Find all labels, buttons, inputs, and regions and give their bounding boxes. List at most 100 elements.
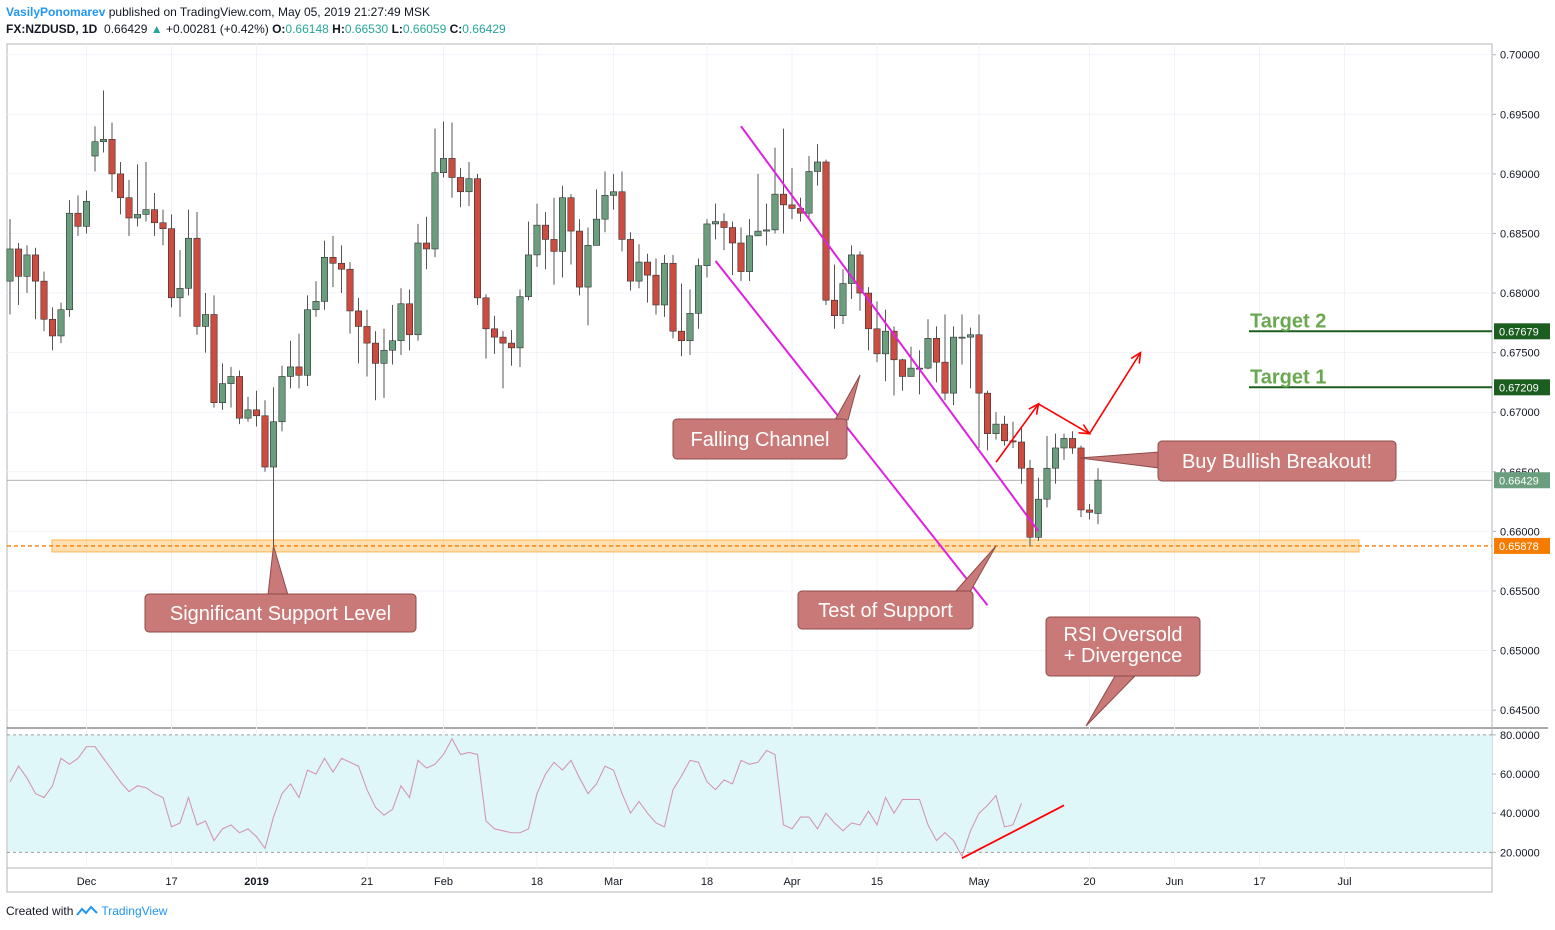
channel-lower-line xyxy=(714,260,989,606)
publish-info: published on TradingView.com, May 05, 20… xyxy=(108,5,431,19)
candle-up xyxy=(524,254,532,297)
candle-down xyxy=(898,359,906,377)
candle-up xyxy=(185,237,193,289)
x-tick-label: 2019 xyxy=(244,876,268,888)
candle-down xyxy=(541,224,549,240)
candle-up xyxy=(1052,447,1060,469)
candle-up xyxy=(66,212,74,311)
x-tick-label: May xyxy=(969,876,990,888)
callout-box xyxy=(1045,616,1201,677)
candle-up xyxy=(805,171,813,214)
candle-up xyxy=(176,287,184,299)
candle-up xyxy=(91,141,99,157)
y-tick-label: 0.70000 xyxy=(1500,50,1540,62)
candle-up xyxy=(100,139,108,143)
support-price-label: 0.65878 xyxy=(1499,541,1539,553)
x-tick-label: Feb xyxy=(434,876,453,888)
candle-up xyxy=(388,340,396,351)
candle-down xyxy=(788,204,796,209)
symbol-label[interactable]: FX:NZDUSD, 1D xyxy=(6,22,98,36)
candle-up xyxy=(635,261,643,282)
candle-down xyxy=(1017,441,1025,469)
candle-down xyxy=(720,221,728,228)
candle-down xyxy=(1009,440,1017,443)
candle-up xyxy=(745,235,753,272)
x-tick-label: Dec xyxy=(77,876,97,888)
candle-down xyxy=(890,330,898,361)
test-of-support-callout: Test of Support xyxy=(797,545,997,630)
rsi-divergence-callout: RSI Oversold+ Divergence xyxy=(1045,616,1201,727)
candle-down xyxy=(456,177,464,193)
x-tick-label: Jul xyxy=(1337,876,1351,888)
projection-arrowhead xyxy=(1028,402,1040,415)
open-value: 0.66148 xyxy=(285,22,329,36)
callout-text: RSI Oversold xyxy=(1064,624,1183,646)
candle-up xyxy=(431,172,439,250)
candle-up xyxy=(839,283,847,316)
y-tick-label: 0.64500 xyxy=(1500,705,1540,717)
candle-up xyxy=(1043,467,1051,500)
candle-down xyxy=(779,193,787,206)
candle-down xyxy=(643,261,651,276)
candle-up xyxy=(907,367,915,377)
candle-down xyxy=(193,237,201,327)
candle-down xyxy=(864,292,872,330)
callout-box xyxy=(672,418,848,460)
candle-down xyxy=(337,262,345,270)
candle-down xyxy=(159,222,167,230)
target-label: Target 1 xyxy=(1250,366,1326,388)
high-value: 0.66530 xyxy=(344,22,389,36)
rsi-tick-label: 80.0000 xyxy=(1500,730,1540,742)
channel-upper-line xyxy=(740,125,1040,532)
candle-up xyxy=(278,376,286,423)
candle-down xyxy=(618,191,626,240)
candle-down xyxy=(125,197,133,219)
rsi-band xyxy=(8,734,1492,853)
rsi-line xyxy=(9,737,1023,858)
candle-up xyxy=(312,301,320,311)
callout-pointer xyxy=(1079,451,1160,469)
y-tick-label: 0.66000 xyxy=(1500,526,1540,538)
candle-down xyxy=(371,342,379,364)
candle-up xyxy=(1035,498,1043,538)
candle-down xyxy=(74,212,82,227)
candle-up xyxy=(592,218,600,246)
candle-down xyxy=(151,209,159,224)
candle-up xyxy=(754,230,762,237)
candle-up xyxy=(694,265,702,314)
candle-down xyxy=(983,392,991,434)
candle-up xyxy=(23,254,31,277)
candle-down xyxy=(261,415,269,468)
candle-up xyxy=(397,303,405,342)
rsi-tick-label: 20.0000 xyxy=(1500,847,1540,859)
low-value: 0.66059 xyxy=(402,22,447,36)
author-link[interactable]: VasilyPonomarev xyxy=(6,5,106,19)
tradingview-brand[interactable]: TradingView xyxy=(101,904,168,918)
callout-pointer xyxy=(953,545,997,593)
current-price-badge xyxy=(1494,472,1550,489)
candle-up xyxy=(320,257,328,302)
x-tick-label: 20 xyxy=(1083,876,1095,888)
candle-down xyxy=(822,161,830,301)
x-tick-label: Jun xyxy=(1166,876,1184,888)
candle-down xyxy=(626,239,634,282)
x-tick-label: Apr xyxy=(783,876,800,888)
target-price-badge xyxy=(1494,323,1550,340)
candle-down xyxy=(575,230,583,288)
y-tick-label: 0.69000 xyxy=(1500,169,1540,181)
candle-up xyxy=(439,158,447,173)
candle-down xyxy=(490,328,498,338)
rsi-tick-label: 40.0000 xyxy=(1500,808,1540,820)
open-label: O: xyxy=(272,22,286,36)
x-tick-label: 21 xyxy=(361,876,373,888)
candle-down xyxy=(550,239,558,252)
ohlc-line: FX:NZDUSD, 1D 0.66429 ▲ +0.00281 (+0.42%… xyxy=(6,21,506,38)
candle-up xyxy=(244,409,252,419)
target-price-label: 0.67679 xyxy=(1499,326,1539,338)
candle-down xyxy=(1077,447,1085,511)
candle-up xyxy=(516,296,524,349)
x-tick-label: 17 xyxy=(1253,876,1265,888)
candle-up xyxy=(134,214,142,219)
footer: Created with TradingView xyxy=(6,904,167,918)
